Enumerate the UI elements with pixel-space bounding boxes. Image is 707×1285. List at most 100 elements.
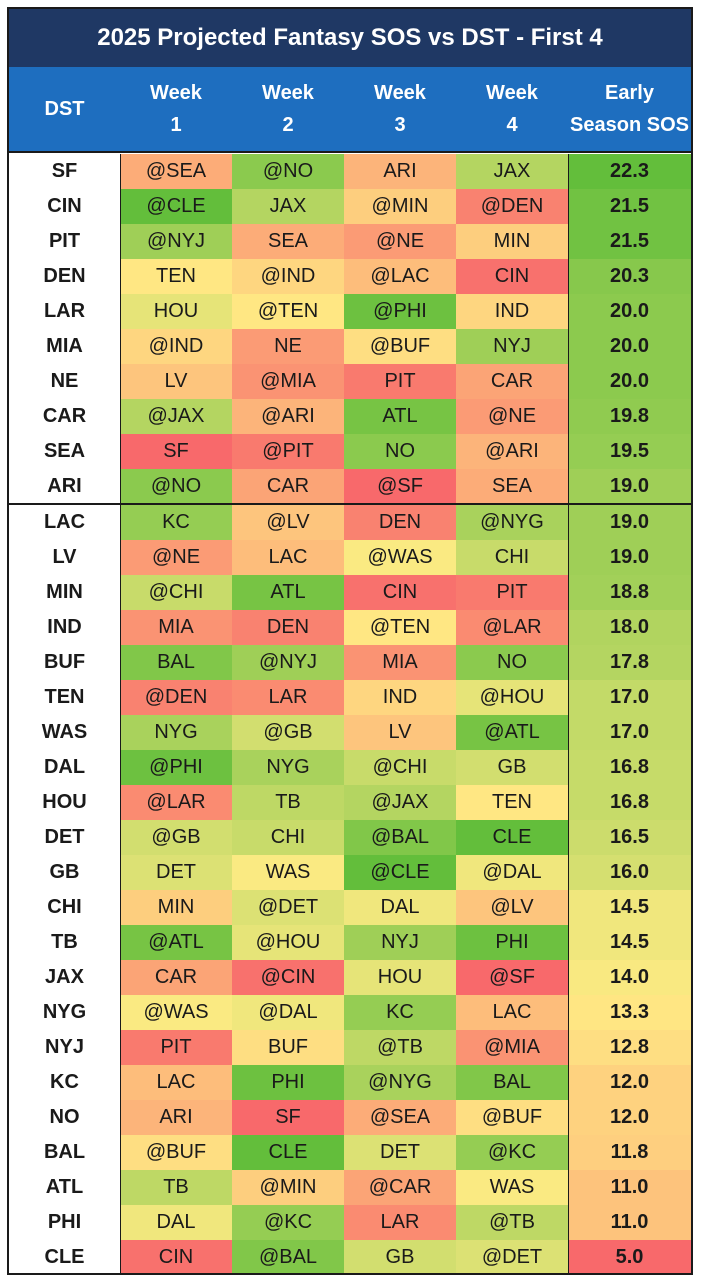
- team-cell: LAR: [9, 294, 120, 329]
- table-row: WAS NYG @GB LV @ATL 17.0: [9, 715, 691, 750]
- header-week-1: Week 1: [150, 82, 202, 136]
- team-cell: SEA: [9, 434, 120, 469]
- team-cell: CAR: [9, 399, 120, 434]
- week-4-cell: PHI: [456, 925, 568, 960]
- week-1-cell: CIN: [120, 1240, 232, 1275]
- sos-cell: 5.0: [568, 1240, 691, 1275]
- week-1-cell: @PHI: [120, 750, 232, 785]
- week-1-cell: LV: [120, 364, 232, 399]
- team-cell: DET: [9, 820, 120, 855]
- team-cell: LV: [9, 540, 120, 575]
- sos-cell: 20.0: [568, 364, 691, 399]
- week-3-cell: GB: [344, 1240, 456, 1275]
- team-cell: MIN: [9, 575, 120, 610]
- team-cell: TEN: [9, 680, 120, 715]
- table-row: CHI MIN @DET DAL @LV 14.5: [9, 890, 691, 925]
- week-3-cell: @CLE: [344, 855, 456, 890]
- sos-cell: 19.0: [568, 540, 691, 575]
- week-1-cell: @CLE: [120, 189, 232, 224]
- week-2-cell: @BAL: [232, 1240, 344, 1275]
- sos-cell: 19.0: [568, 505, 691, 540]
- week-4-cell: NYJ: [456, 329, 568, 364]
- week-3-cell: PIT: [344, 364, 456, 399]
- team-cell: DAL: [9, 750, 120, 785]
- table-row: JAX CAR @CIN HOU @SF 14.0: [9, 960, 691, 995]
- week-2-cell: @MIN: [232, 1170, 344, 1205]
- header-week-4: Week 4: [486, 82, 538, 136]
- table-row: NO ARI SF @SEA @BUF 12.0: [9, 1100, 691, 1135]
- week-2-cell: NYG: [232, 750, 344, 785]
- table-row: DAL @PHI NYG @CHI GB 16.8: [9, 750, 691, 785]
- week-2-cell: CAR: [232, 469, 344, 504]
- week-2-cell: BUF: [232, 1030, 344, 1065]
- week-2-cell: @PIT: [232, 434, 344, 469]
- sos-cell: 19.5: [568, 434, 691, 469]
- week-3-cell: NO: [344, 434, 456, 469]
- week-4-cell: IND: [456, 294, 568, 329]
- week-2-cell: SF: [232, 1100, 344, 1135]
- team-cell: ARI: [9, 469, 120, 504]
- week-3-cell: IND: [344, 680, 456, 715]
- sos-cell: 18.8: [568, 575, 691, 610]
- week-1-cell: DAL: [120, 1205, 232, 1240]
- week-3-cell: HOU: [344, 960, 456, 995]
- sos-cell: 17.0: [568, 715, 691, 750]
- week-3-cell: ATL: [344, 399, 456, 434]
- table-row: PHI DAL @KC LAR @TB 11.0: [9, 1205, 691, 1240]
- team-cell: GB: [9, 855, 120, 890]
- week-4-cell: @ARI: [456, 434, 568, 469]
- week-3-cell: @CAR: [344, 1170, 456, 1205]
- table-row: LAC KC @LV DEN @NYG 19.0: [9, 505, 691, 540]
- column-divider: [120, 154, 121, 1273]
- week-1-cell: MIA: [120, 610, 232, 645]
- week-3-cell: LAR: [344, 1205, 456, 1240]
- table-row: TB @ATL @HOU NYJ PHI 14.5: [9, 925, 691, 960]
- week-1-cell: NYG: [120, 715, 232, 750]
- team-cell: JAX: [9, 960, 120, 995]
- week-3-cell: @LAC: [344, 259, 456, 294]
- week-1-cell: @IND: [120, 329, 232, 364]
- team-cell: PIT: [9, 224, 120, 259]
- week-1-cell: @GB: [120, 820, 232, 855]
- table-row: LAR HOU @TEN @PHI IND 20.0: [9, 294, 691, 329]
- team-cell: BAL: [9, 1135, 120, 1170]
- week-1-cell: @NYJ: [120, 224, 232, 259]
- week-4-cell: @HOU: [456, 680, 568, 715]
- week-4-cell: @KC: [456, 1135, 568, 1170]
- team-cell: NYJ: [9, 1030, 120, 1065]
- week-4-cell: @DAL: [456, 855, 568, 890]
- team-cell: SF: [9, 154, 120, 189]
- week-2-cell: @DAL: [232, 995, 344, 1030]
- header-dst: DST: [44, 98, 85, 120]
- week-1-cell: TB: [120, 1170, 232, 1205]
- team-cell: TB: [9, 925, 120, 960]
- table-row: BUF BAL @NYJ MIA NO 17.8: [9, 645, 691, 680]
- week-2-cell: @IND: [232, 259, 344, 294]
- week-3-cell: CIN: [344, 575, 456, 610]
- sos-cell: 12.0: [568, 1100, 691, 1135]
- header-row: DST Week 1 Week 2 Week 3 Week 4 Early Season …: [9, 67, 691, 153]
- week-1-cell: @BUF: [120, 1135, 232, 1170]
- week-2-cell: ATL: [232, 575, 344, 610]
- week-2-cell: @HOU: [232, 925, 344, 960]
- week-4-cell: @BUF: [456, 1100, 568, 1135]
- week-3-cell: KC: [344, 995, 456, 1030]
- table-frame: [7, 7, 693, 1275]
- week-2-cell: SEA: [232, 224, 344, 259]
- week-2-cell: CHI: [232, 820, 344, 855]
- week-4-cell: TEN: [456, 785, 568, 820]
- sos-cell: 18.0: [568, 610, 691, 645]
- week-4-cell: @ATL: [456, 715, 568, 750]
- week-4-cell: GB: [456, 750, 568, 785]
- table-row: NYJ PIT BUF @TB @MIA 12.8: [9, 1030, 691, 1065]
- week-1-cell: HOU: [120, 294, 232, 329]
- week-2-cell: @MIA: [232, 364, 344, 399]
- week-3-cell: DET: [344, 1135, 456, 1170]
- week-3-cell: @NYG: [344, 1065, 456, 1100]
- week-2-cell: LAR: [232, 680, 344, 715]
- week-3-cell: @MIN: [344, 189, 456, 224]
- week-2-cell: @NYJ: [232, 645, 344, 680]
- week-1-cell: @LAR: [120, 785, 232, 820]
- week-2-cell: @LV: [232, 505, 344, 540]
- team-cell: NO: [9, 1100, 120, 1135]
